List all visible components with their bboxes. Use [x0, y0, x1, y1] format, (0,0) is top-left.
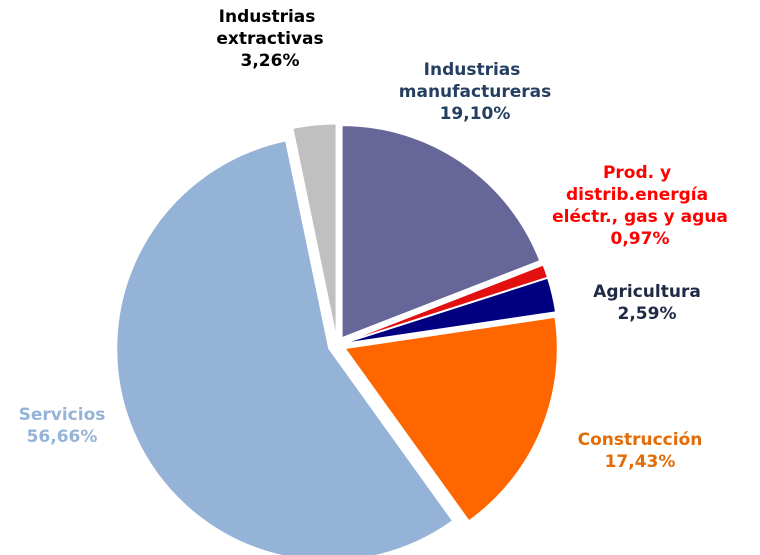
value-label: 2,59% [618, 304, 677, 324]
value-label: 0,97% [611, 229, 670, 249]
label-line: extractivas [216, 29, 323, 49]
slice-label: Prod. y distrib.energía eléctr., gas y a… [552, 163, 728, 227]
value-label: 19,10% [440, 104, 511, 124]
pie-slice [345, 264, 549, 343]
label-line: Industrias [219, 7, 322, 27]
pie-slice [116, 140, 454, 555]
slice-label: Construcción [578, 430, 703, 450]
label-line: Industrias [424, 60, 527, 80]
pie-slice [344, 316, 558, 522]
slice-label: Industrias manufactureras [399, 60, 551, 102]
label-line: Construcción [578, 430, 703, 450]
slice-label: Agricultura [593, 282, 701, 302]
pie-slice [345, 277, 557, 344]
value-label: 3,26% [241, 51, 300, 71]
label-line: Agricultura [593, 282, 701, 302]
slice-label: Industrias extractivas [216, 7, 323, 49]
value-label: 17,43% [605, 452, 676, 472]
label-line: Servicios [19, 405, 106, 425]
pie-slice [292, 123, 337, 337]
slice-label: Servicios [19, 405, 106, 425]
value-label: 56,66% [27, 427, 98, 447]
label-line: distrib.energía [566, 185, 714, 205]
label-line: eléctr., gas y agua [552, 207, 728, 227]
label-line: manufactureras [399, 82, 551, 102]
label-line: Prod. y [603, 163, 677, 183]
pie-slice [341, 125, 541, 339]
